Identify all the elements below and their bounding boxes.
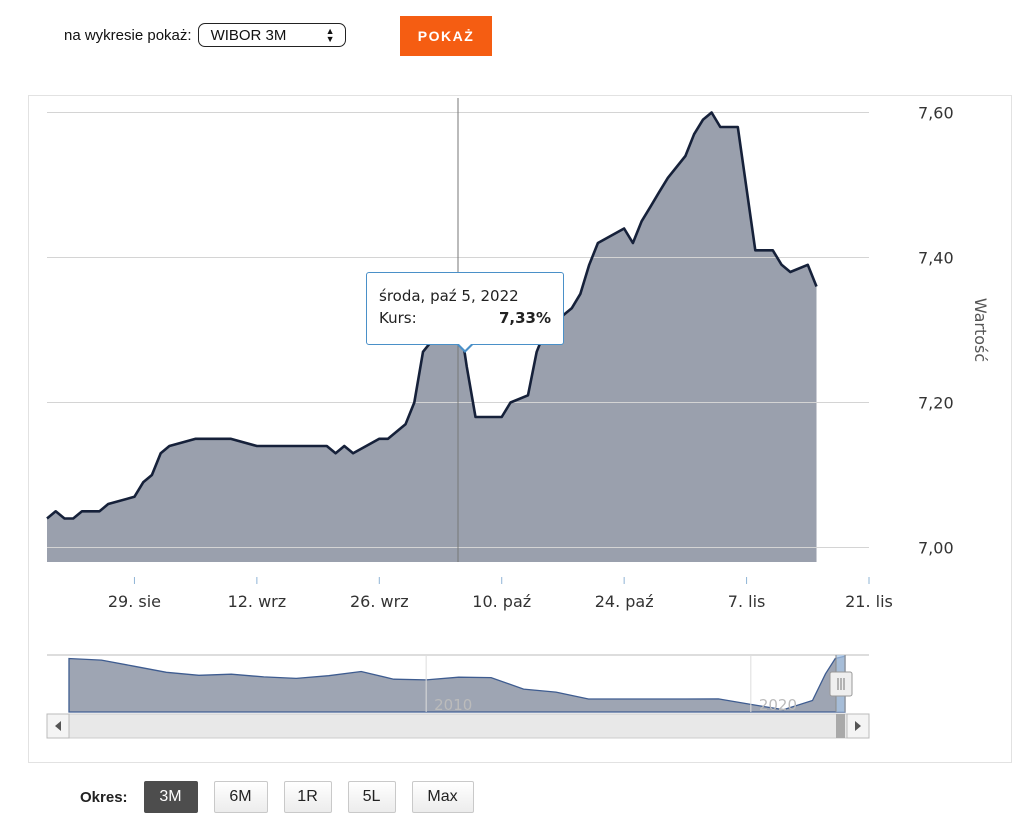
x-tick-label: 29. sie	[108, 592, 161, 611]
scroll-left-arrow-icon	[55, 721, 61, 731]
x-tick-label: 21. lis	[845, 592, 893, 611]
period-label: Okres:	[80, 788, 128, 806]
period-5l-button[interactable]: 5L	[347, 781, 396, 813]
period-3m-button[interactable]: 3M	[143, 781, 198, 813]
y-tick-label: 7,20	[918, 394, 954, 413]
period-selector: Okres: 3M 6M 1R 5L Max	[80, 780, 490, 814]
navigator-year-label: 2010	[434, 696, 472, 714]
y-axis-label: Wartość	[971, 298, 990, 362]
series-select-value: WIBOR 3M	[210, 26, 287, 44]
period-1r-button[interactable]: 1R	[283, 781, 332, 813]
series-select[interactable]: WIBOR 3M ▲ ▼	[197, 23, 346, 47]
series-line	[46, 111, 818, 520]
navigator-handle[interactable]	[829, 671, 853, 697]
tooltip-date: środa, paź 5, 2022	[379, 287, 519, 305]
select-arrows-icon: ▲ ▼	[325, 26, 335, 44]
chart-frame	[28, 95, 1012, 763]
tooltip-arrow-fill	[457, 343, 472, 350]
x-tick-label: 10. paź	[472, 592, 531, 611]
scrollbar-track	[46, 713, 870, 739]
chart-selector-label: na wykresie pokaż:	[64, 26, 192, 44]
y-tick-label: 7,40	[918, 249, 954, 268]
navigator-year-label: 2020	[759, 696, 797, 714]
tooltip-value: 7,33%	[498, 309, 551, 327]
area-chart: 7,00 7,20 7,40 7,60 Wartość 29. sie 12. wrz 26.…	[46, 98, 990, 739]
x-tick-label: 26. wrz	[350, 592, 409, 611]
tooltip: środa, paź 5, 2022 Kurs: 7,33%	[366, 272, 564, 345]
tooltip-label: Kurs:	[379, 309, 417, 327]
period-6m-button[interactable]: 6M	[213, 781, 268, 813]
x-tick-label: 24. paź	[595, 592, 654, 611]
x-tick-label: 7. lis	[728, 592, 766, 611]
y-tick-label: 7,00	[918, 539, 954, 558]
scrollbar-thumb[interactable]	[836, 714, 845, 738]
y-tick-label: 7,60	[918, 104, 954, 123]
series-area	[47, 112, 817, 562]
x-tick-label: 12. wrz	[228, 592, 287, 611]
scroll-right-arrow-icon	[855, 721, 861, 731]
navigator-area	[68, 655, 846, 713]
period-max-button[interactable]: Max	[411, 781, 474, 813]
show-button[interactable]: POKAŻ	[400, 16, 492, 56]
